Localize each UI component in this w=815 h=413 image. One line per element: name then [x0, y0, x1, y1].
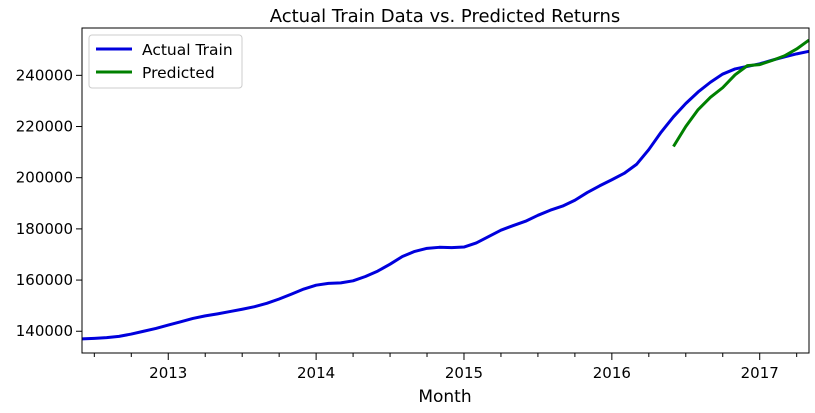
x-tick-label: 2017 — [741, 364, 779, 382]
x-axis: 2013 2014 2015 2016 2017 — [93, 353, 798, 382]
chart-title: Actual Train Data vs. Predicted Returns — [270, 6, 621, 27]
x-tick-label: 2015 — [445, 364, 483, 382]
y-tick-label: 240000 — [16, 66, 73, 84]
y-tick-label: 220000 — [16, 118, 73, 136]
series-layer — [81, 38, 810, 341]
x-axis-label: Month — [418, 387, 471, 407]
series-line-actual-train — [81, 49, 810, 341]
legend: Actual Train Predicted — [88, 34, 243, 89]
y-tick-label: 140000 — [16, 322, 73, 340]
y-tick-label: 160000 — [16, 271, 73, 289]
x-tick-label: 2013 — [149, 364, 187, 382]
y-axis: 140000 160000 180000 200000 220000 240000 — [16, 66, 82, 340]
y-tick-label: 200000 — [16, 169, 73, 187]
x-tick-label: 2016 — [593, 364, 631, 382]
series-line-predicted — [672, 38, 810, 148]
legend-label-predicted: Predicted — [142, 64, 215, 82]
x-tick-label: 2014 — [297, 364, 335, 382]
legend-label-actual-train: Actual Train — [142, 41, 233, 59]
y-tick-label: 180000 — [16, 220, 73, 238]
plot-frame — [81, 27, 810, 354]
